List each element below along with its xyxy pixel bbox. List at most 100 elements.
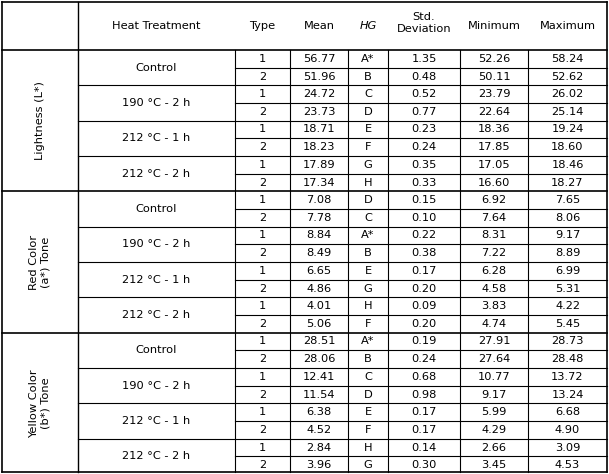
Text: 52.26: 52.26 (478, 54, 510, 64)
Text: 0.30: 0.30 (411, 460, 437, 470)
Text: 8.49: 8.49 (306, 248, 332, 258)
Text: 4.52: 4.52 (306, 425, 331, 435)
Text: 1: 1 (259, 160, 266, 170)
Text: 0.77: 0.77 (411, 107, 437, 117)
Text: 10.77: 10.77 (477, 372, 510, 382)
Text: E: E (364, 407, 371, 417)
Text: 51.96: 51.96 (303, 72, 335, 82)
Text: 0.17: 0.17 (411, 425, 437, 435)
Text: 0.20: 0.20 (411, 319, 437, 329)
Text: 2: 2 (259, 142, 266, 152)
Text: 0.48: 0.48 (411, 72, 437, 82)
Text: 13.24: 13.24 (551, 390, 583, 400)
Text: D: D (364, 195, 372, 205)
Text: 2: 2 (259, 213, 266, 223)
Text: 0.24: 0.24 (412, 354, 437, 364)
Text: 28.06: 28.06 (303, 354, 335, 364)
Text: 13.72: 13.72 (551, 372, 584, 382)
Text: 0.33: 0.33 (411, 177, 437, 188)
Text: 9.17: 9.17 (481, 390, 507, 400)
Text: 6.68: 6.68 (555, 407, 580, 417)
Text: 2: 2 (259, 177, 266, 188)
Text: H: H (364, 443, 372, 453)
Text: 22.64: 22.64 (478, 107, 510, 117)
Text: 4.58: 4.58 (481, 283, 507, 293)
Text: F: F (365, 425, 371, 435)
Text: Minimum: Minimum (468, 21, 521, 31)
Text: 2: 2 (259, 354, 266, 364)
Text: 52.62: 52.62 (551, 72, 583, 82)
Text: 8.89: 8.89 (555, 248, 580, 258)
Text: 190 °C - 2 h: 190 °C - 2 h (122, 239, 191, 249)
Text: C: C (364, 372, 372, 382)
Text: 1: 1 (259, 407, 266, 417)
Text: 28.51: 28.51 (303, 337, 335, 346)
Text: 18.71: 18.71 (303, 125, 336, 135)
Text: 4.86: 4.86 (306, 283, 331, 293)
Text: 3.96: 3.96 (306, 460, 332, 470)
Text: 2.84: 2.84 (306, 443, 331, 453)
Text: 12.41: 12.41 (303, 372, 335, 382)
Text: 1: 1 (259, 89, 266, 99)
Text: 8.31: 8.31 (481, 230, 507, 240)
Text: 0.22: 0.22 (412, 230, 437, 240)
Text: 5.45: 5.45 (555, 319, 580, 329)
Text: 190 °C - 2 h: 190 °C - 2 h (122, 381, 191, 391)
Text: 0.17: 0.17 (411, 407, 437, 417)
Text: 24.72: 24.72 (303, 89, 335, 99)
Text: F: F (365, 319, 371, 329)
Text: B: B (364, 72, 372, 82)
Text: 7.22: 7.22 (482, 248, 507, 258)
Text: 1: 1 (259, 337, 266, 346)
Text: 18.60: 18.60 (551, 142, 584, 152)
Text: 1: 1 (259, 301, 266, 311)
Text: 4.01: 4.01 (306, 301, 332, 311)
Text: G: G (364, 460, 372, 470)
Text: 1.35: 1.35 (411, 54, 437, 64)
Text: A*: A* (361, 54, 375, 64)
Text: 1: 1 (259, 54, 266, 64)
Text: 0.23: 0.23 (411, 125, 437, 135)
Text: 1: 1 (259, 372, 266, 382)
Text: Red Color
(a*) Tone: Red Color (a*) Tone (29, 235, 51, 290)
Text: Maximum: Maximum (540, 21, 596, 31)
Text: 212 °C - 2 h: 212 °C - 2 h (122, 310, 191, 320)
Text: 27.91: 27.91 (477, 337, 510, 346)
Text: B: B (364, 248, 372, 258)
Text: 17.89: 17.89 (303, 160, 336, 170)
Text: 0.09: 0.09 (411, 301, 437, 311)
Text: G: G (364, 283, 372, 293)
Text: 0.38: 0.38 (411, 248, 437, 258)
Text: Lightness (L*): Lightness (L*) (35, 81, 45, 160)
Text: 19.24: 19.24 (551, 125, 583, 135)
Text: Control: Control (136, 204, 177, 214)
Text: D: D (364, 390, 372, 400)
Text: 17.85: 17.85 (477, 142, 510, 152)
Text: 212 °C - 1 h: 212 °C - 1 h (122, 274, 191, 285)
Text: 2: 2 (259, 425, 266, 435)
Text: 18.46: 18.46 (551, 160, 583, 170)
Text: 1: 1 (259, 443, 266, 453)
Text: 26.02: 26.02 (551, 89, 583, 99)
Text: 2: 2 (259, 460, 266, 470)
Text: 0.35: 0.35 (411, 160, 437, 170)
Text: 3.45: 3.45 (481, 460, 507, 470)
Text: HG: HG (359, 21, 377, 31)
Text: 190 °C - 2 h: 190 °C - 2 h (122, 98, 191, 108)
Text: 212 °C - 1 h: 212 °C - 1 h (122, 416, 191, 426)
Text: 2: 2 (259, 248, 266, 258)
Text: 0.19: 0.19 (411, 337, 437, 346)
Text: 4.53: 4.53 (555, 460, 580, 470)
Text: 17.34: 17.34 (303, 177, 335, 188)
Text: 6.28: 6.28 (482, 266, 507, 276)
Text: 2: 2 (259, 390, 266, 400)
Text: 3.83: 3.83 (481, 301, 507, 311)
Text: 212 °C - 2 h: 212 °C - 2 h (122, 169, 191, 179)
Text: Heat Treatment: Heat Treatment (112, 21, 201, 31)
Text: H: H (364, 301, 372, 311)
Text: 18.36: 18.36 (477, 125, 510, 135)
Text: 23.79: 23.79 (477, 89, 510, 99)
Text: 7.64: 7.64 (482, 213, 507, 223)
Text: 1: 1 (259, 195, 266, 205)
Text: 6.38: 6.38 (306, 407, 332, 417)
